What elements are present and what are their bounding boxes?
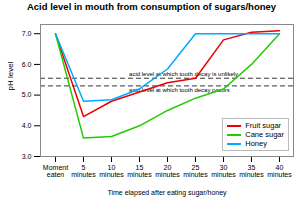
- svg-text:7.0: 7.0: [22, 30, 32, 37]
- svg-text:Momenteaten: Momenteaten: [43, 164, 68, 178]
- html-text:Fruit sugar: Fruit sugar: [245, 121, 282, 130]
- html-text:Cane sugar: Cane sugar: [245, 130, 284, 139]
- svg-text:30minutes: 30minutes: [211, 164, 236, 178]
- svg-text:20minutes: 20minutes: [155, 164, 180, 178]
- html-text:Honey: Honey: [245, 139, 267, 148]
- svg-text:5.0: 5.0: [22, 91, 32, 98]
- svg-text:10minutes: 10minutes: [99, 164, 124, 178]
- svg-text:25minutes: 25minutes: [183, 164, 208, 178]
- svg-text:3.0: 3.0: [22, 153, 32, 160]
- svg-text:Time elapsed after eating suga: Time elapsed after eating sugar/honey: [107, 189, 227, 197]
- html-text:Acid level in mouth from consu: Acid level in mouth from consumption of …: [26, 1, 277, 12]
- svg-text:40minutes: 40minutes: [267, 164, 292, 178]
- svg-text:6.0: 6.0: [22, 61, 32, 68]
- svg-text:acid level at which tooth deca: acid level at which tooth decay is unlik…: [129, 71, 238, 77]
- svg-text:35minutes: 35minutes: [239, 164, 264, 178]
- svg-text:15minutes: 15minutes: [127, 164, 152, 178]
- svg-text:5minutes: 5minutes: [71, 164, 96, 178]
- svg-text:acid level at which tooth deca: acid level at which tooth decay occurs: [129, 87, 230, 94]
- svg-text:pH level: pH level: [6, 61, 15, 90]
- svg-text:4.0: 4.0: [22, 122, 32, 129]
